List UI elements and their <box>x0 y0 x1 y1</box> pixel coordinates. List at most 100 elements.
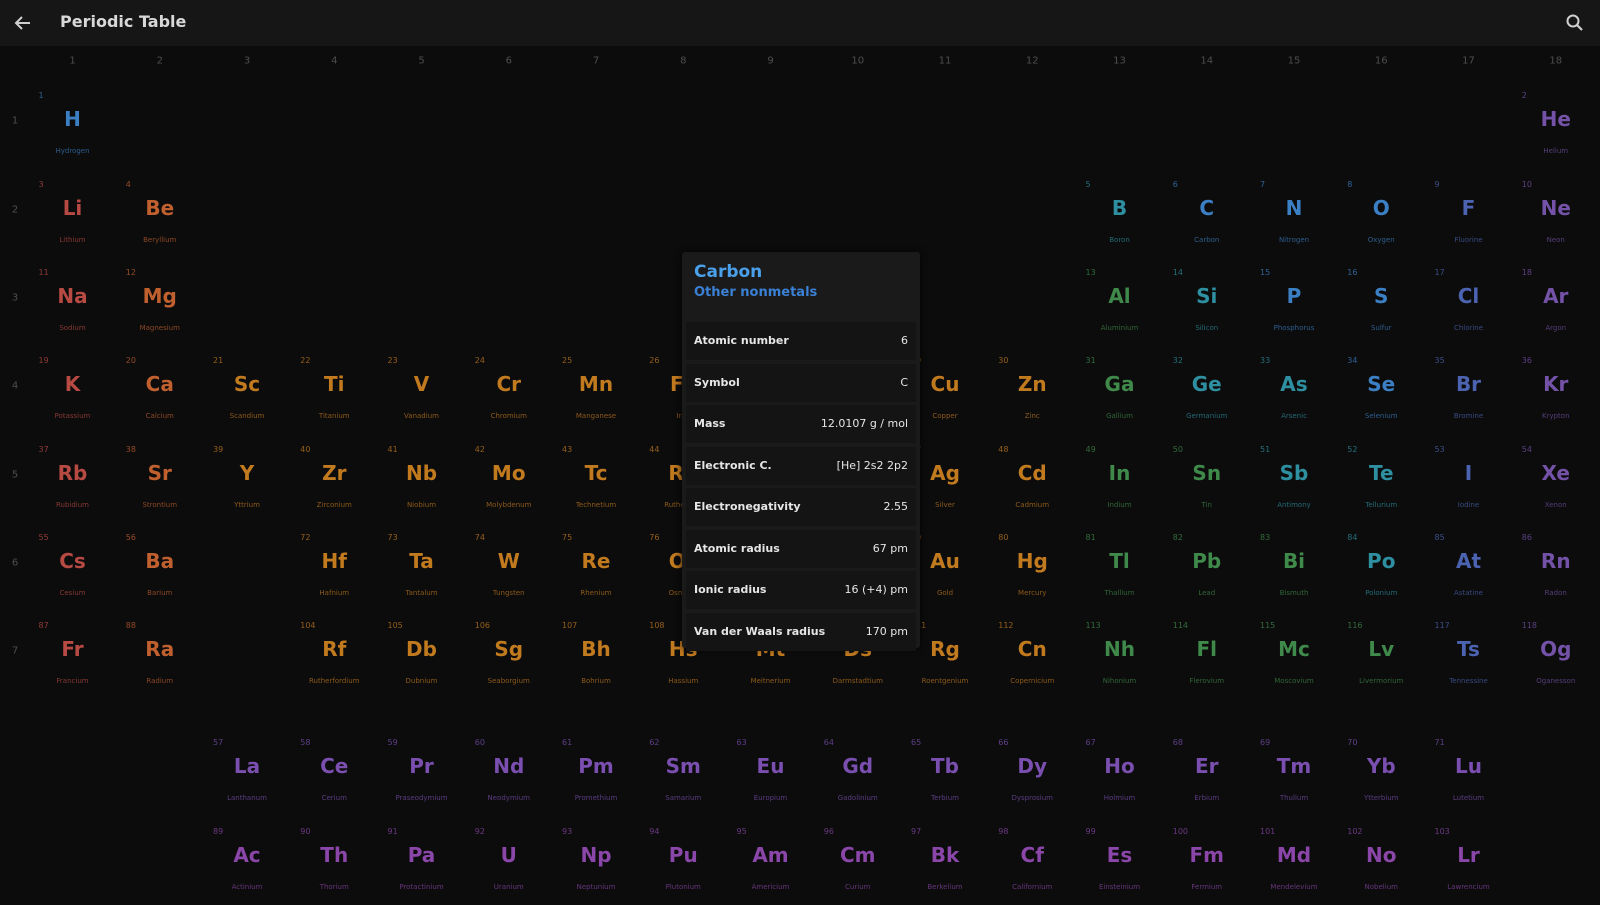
element-cell[interactable]: 7 N Nitrogen <box>1252 174 1336 258</box>
element-cell[interactable]: 54 Xe Xenon <box>1514 439 1598 523</box>
element-cell[interactable]: 18 Ar Argon <box>1514 262 1598 346</box>
element-cell[interactable]: 82 Pb Lead <box>1165 527 1249 611</box>
element-cell[interactable]: 118 Og Oganesson <box>1514 615 1598 699</box>
element-cell[interactable]: 4 Be Beryllium <box>118 174 202 258</box>
element-cell[interactable]: 88 Ra Radium <box>118 615 202 699</box>
element-cell[interactable]: 116 Lv Livermorium <box>1339 615 1423 699</box>
element-cell[interactable]: 93 Np Neptunium <box>554 821 638 905</box>
element-cell[interactable]: 94 Pu Plutonium <box>641 821 725 905</box>
element-cell[interactable]: 32 Ge Germanium <box>1165 350 1249 434</box>
element-cell[interactable]: 36 Kr Krypton <box>1514 350 1598 434</box>
element-cell[interactable]: 52 Te Tellurium <box>1339 439 1423 523</box>
element-cell[interactable]: 23 V Vanadium <box>380 350 464 434</box>
element-cell[interactable]: 97 Bk Berkelium <box>903 821 987 905</box>
element-cell[interactable]: 10 Ne Neon <box>1514 174 1598 258</box>
element-cell[interactable]: 34 Se Selenium <box>1339 350 1423 434</box>
element-cell[interactable]: 75 Re Rhenium <box>554 527 638 611</box>
element-cell[interactable]: 85 At Astatine <box>1427 527 1511 611</box>
element-cell[interactable]: 1 H Hydrogen <box>31 85 115 169</box>
element-cell[interactable]: 58 Ce Cerium <box>292 732 376 816</box>
element-cell[interactable]: 3 Li Lithium <box>31 174 115 258</box>
element-cell[interactable]: 61 Pm Promethium <box>554 732 638 816</box>
element-cell[interactable]: 37 Rb Rubidium <box>31 439 115 523</box>
element-cell[interactable]: 62 Sm Samarium <box>641 732 725 816</box>
element-cell[interactable]: 91 Pa Protactinium <box>380 821 464 905</box>
element-cell[interactable]: 56 Ba Barium <box>118 527 202 611</box>
element-cell[interactable]: 12 Mg Magnesium <box>118 262 202 346</box>
element-cell[interactable]: 98 Cf Californium <box>990 821 1074 905</box>
element-cell[interactable]: 90 Th Thorium <box>292 821 376 905</box>
element-cell[interactable]: 14 Si Silicon <box>1165 262 1249 346</box>
element-cell[interactable]: 70 Yb Ytterbium <box>1339 732 1423 816</box>
element-cell[interactable]: 67 Ho Holmium <box>1078 732 1162 816</box>
element-cell[interactable]: 60 Nd Neodymium <box>467 732 551 816</box>
search-button[interactable] <box>1565 13 1585 33</box>
element-cell[interactable]: 9 F Fluorine <box>1427 174 1511 258</box>
element-cell[interactable]: 30 Zn Zinc <box>990 350 1074 434</box>
element-cell[interactable]: 74 W Tungsten <box>467 527 551 611</box>
element-cell[interactable]: 51 Sb Antimony <box>1252 439 1336 523</box>
element-cell[interactable]: 80 Hg Mercury <box>990 527 1074 611</box>
element-cell[interactable]: 63 Eu Europium <box>729 732 813 816</box>
element-cell[interactable]: 35 Br Bromine <box>1427 350 1511 434</box>
element-cell[interactable]: 73 Ta Tantalum <box>380 527 464 611</box>
element-cell[interactable]: 72 Hf Hafnium <box>292 527 376 611</box>
element-cell[interactable]: 6 C Carbon <box>1165 174 1249 258</box>
element-cell[interactable]: 40 Zr Zirconium <box>292 439 376 523</box>
element-cell[interactable]: 21 Sc Scandium <box>205 350 289 434</box>
element-cell[interactable]: 11 Na Sodium <box>31 262 115 346</box>
element-cell[interactable]: 100 Fm Fermium <box>1165 821 1249 905</box>
element-cell[interactable]: 48 Cd Cadmium <box>990 439 1074 523</box>
element-cell[interactable]: 92 U Uranium <box>467 821 551 905</box>
element-cell[interactable]: 106 Sg Seaborgium <box>467 615 551 699</box>
element-cell[interactable]: 86 Rn Radon <box>1514 527 1598 611</box>
element-cell[interactable]: 22 Ti Titanium <box>292 350 376 434</box>
element-cell[interactable]: 38 Sr Strontium <box>118 439 202 523</box>
element-cell[interactable]: 2 He Helium <box>1514 85 1598 169</box>
element-cell[interactable]: 107 Bh Bohrium <box>554 615 638 699</box>
element-cell[interactable]: 105 Db Dubnium <box>380 615 464 699</box>
back-button[interactable] <box>13 13 33 33</box>
element-cell[interactable]: 102 No Nobelium <box>1339 821 1423 905</box>
element-cell[interactable]: 15 P Phosphorus <box>1252 262 1336 346</box>
element-cell[interactable]: 115 Mc Moscovium <box>1252 615 1336 699</box>
element-cell[interactable]: 19 K Potassium <box>31 350 115 434</box>
element-cell[interactable]: 5 B Boron <box>1078 174 1162 258</box>
element-cell[interactable]: 49 In Indium <box>1078 439 1162 523</box>
element-cell[interactable]: 103 Lr Lawrencium <box>1427 821 1511 905</box>
element-cell[interactable]: 112 Cn Copernicium <box>990 615 1074 699</box>
element-cell[interactable]: 84 Po Polonium <box>1339 527 1423 611</box>
element-cell[interactable]: 65 Tb Terbium <box>903 732 987 816</box>
element-cell[interactable]: 17 Cl Chlorine <box>1427 262 1511 346</box>
element-cell[interactable]: 16 S Sulfur <box>1339 262 1423 346</box>
element-cell[interactable]: 8 O Oxygen <box>1339 174 1423 258</box>
element-cell[interactable]: 69 Tm Thulium <box>1252 732 1336 816</box>
element-cell[interactable]: 43 Tc Technetium <box>554 439 638 523</box>
element-cell[interactable]: 83 Bi Bismuth <box>1252 527 1336 611</box>
element-cell[interactable]: 53 I Iodine <box>1427 439 1511 523</box>
element-cell[interactable]: 101 Md Mendelevium <box>1252 821 1336 905</box>
element-cell[interactable]: 64 Gd Gadolinium <box>816 732 900 816</box>
element-cell[interactable]: 57 La Lanthanum <box>205 732 289 816</box>
element-cell[interactable]: 50 Sn Tin <box>1165 439 1249 523</box>
element-cell[interactable]: 68 Er Erbium <box>1165 732 1249 816</box>
element-cell[interactable]: 113 Nh Nihonium <box>1078 615 1162 699</box>
element-cell[interactable]: 81 Tl Thallium <box>1078 527 1162 611</box>
element-cell[interactable]: 55 Cs Cesium <box>31 527 115 611</box>
element-cell[interactable]: 13 Al Aluminium <box>1078 262 1162 346</box>
element-cell[interactable]: 96 Cm Curium <box>816 821 900 905</box>
element-cell[interactable]: 39 Y Yttrium <box>205 439 289 523</box>
element-cell[interactable]: 66 Dy Dysprosium <box>990 732 1074 816</box>
element-cell[interactable]: 95 Am Americium <box>729 821 813 905</box>
element-cell[interactable]: 117 Ts Tennessine <box>1427 615 1511 699</box>
element-cell[interactable]: 24 Cr Chromium <box>467 350 551 434</box>
element-cell[interactable]: 20 Ca Calcium <box>118 350 202 434</box>
element-cell[interactable]: 25 Mn Manganese <box>554 350 638 434</box>
element-cell[interactable]: 99 Es Einsteinium <box>1078 821 1162 905</box>
element-cell[interactable]: 59 Pr Praseodymium <box>380 732 464 816</box>
element-cell[interactable]: 87 Fr Francium <box>31 615 115 699</box>
element-cell[interactable]: 89 Ac Actinium <box>205 821 289 905</box>
element-cell[interactable]: 33 As Arsenic <box>1252 350 1336 434</box>
element-cell[interactable]: 71 Lu Lutetium <box>1427 732 1511 816</box>
element-cell[interactable]: 31 Ga Gallium <box>1078 350 1162 434</box>
